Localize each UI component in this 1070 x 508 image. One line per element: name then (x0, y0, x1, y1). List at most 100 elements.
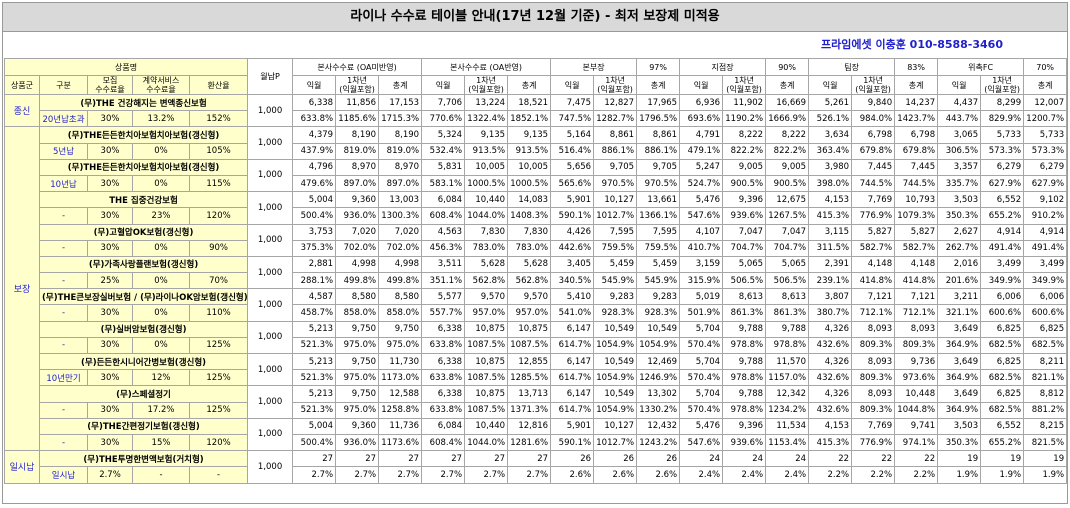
commission-amount: 4,998 (378, 255, 423, 274)
commission-rate: 957.0% (507, 304, 552, 322)
commission-amount: 9,788 (765, 320, 810, 338)
commission-amount: 9,570 (464, 288, 509, 306)
commission-rate: 821.5% (1023, 433, 1068, 452)
commission-rate: 822.2% (765, 142, 810, 160)
commission-amount: 5,004 (292, 191, 337, 209)
commission-rate: 1282.7% (593, 110, 638, 128)
commission-amount: 6,825 (980, 352, 1025, 371)
commission-rate: 1281.6% (507, 433, 552, 452)
commission-rate: 545.9% (636, 272, 681, 290)
commission-amount: 27 (507, 450, 552, 468)
commission-amount: 9,283 (593, 288, 638, 306)
commission-rate: 2.7% (507, 466, 552, 484)
commission-rate: 562.8% (507, 272, 552, 290)
recruit-rate: 30% (87, 336, 133, 355)
commission-rate: 340.5% (550, 272, 595, 290)
product-name: (무)THE큰보장실버보험 / (무)라이나OK암보험(갱신형) (38, 288, 249, 306)
conversion-rate: - (188, 466, 249, 484)
commission-rate: 702.0% (378, 239, 423, 257)
table-row: 20년납초과 30% 13.2% 152% 633.8% 1185.6% 1715.3% 77… (5, 110, 1068, 128)
commission-amount: 5,213 (292, 352, 337, 371)
commission-amount: 10,793 (894, 191, 939, 209)
commission-rate: 861.3% (722, 304, 767, 322)
recruit-rate: 30% (87, 304, 133, 322)
commission-amount: 24 (722, 450, 767, 468)
product-header: 상품명 (3, 58, 249, 76)
commission-rate: 910.2% (1023, 207, 1068, 225)
commission-amount: 9,736 (894, 352, 939, 371)
table-row: 종신 (무)THE 건강해지는 변액종신보험 1,000 6,338 11,856 17,… (4, 93, 1068, 128)
column-header: 모집 수수료율 (87, 75, 133, 95)
commission-rate: 939.6% (722, 433, 767, 452)
commission-rate: 2.4% (765, 466, 810, 484)
commission-rate: 321.1% (937, 304, 982, 322)
product-group: 일시납 (4, 450, 40, 484)
commission-rate: 1366.1% (636, 207, 681, 225)
table-row: 5년납 30% 0% 105% 437.9% 819.0% 819.0% 532.4% 913.… (5, 142, 1068, 160)
commission-amount: 6,825 (1023, 320, 1068, 338)
commission-amount: 9,135 (464, 126, 509, 144)
commission-rate: 928.3% (636, 304, 681, 322)
commission-amount: 5,213 (292, 385, 337, 403)
commission-rate: 693.6% (679, 110, 724, 128)
payment-term: 20년납초과 (39, 110, 88, 128)
commission-rate: 1715.3% (378, 110, 423, 128)
commission-amount: 26 (593, 450, 638, 468)
monthly-premium: 1,000 (247, 320, 294, 355)
commission-rate: 458.7% (292, 304, 337, 322)
commission-amount: 6,798 (894, 126, 939, 144)
commission-rate: 679.8% (851, 142, 896, 160)
monthly-premium: 1,000 (247, 158, 294, 193)
commission-amount: 8,970 (335, 158, 380, 176)
commission-rate: 306.5% (937, 142, 982, 160)
commission-rate: 2.6% (593, 466, 638, 484)
product-group: 보장 (4, 126, 40, 452)
commission-amount: 4,153 (808, 191, 853, 209)
commission-amount: 2,016 (937, 255, 982, 274)
commission-amount: 4,379 (292, 126, 337, 144)
commission-amount: 19 (937, 450, 982, 468)
commission-rate: 759.5% (593, 239, 638, 257)
service-rate: 13.2% (132, 110, 190, 128)
monthly-premium: 1,000 (247, 93, 294, 128)
commission-rate: 978.8% (722, 401, 767, 419)
commission-rate: 1044.0% (464, 433, 509, 452)
commission-amount: 14,083 (507, 191, 552, 209)
commission-amount: 10,875 (464, 320, 509, 338)
commission-amount: 26 (636, 450, 681, 468)
commission-rate: 2.7% (292, 466, 337, 484)
product-name: (무)THE투명한변액보험(거치형) (38, 450, 249, 468)
commission-rate: 545.9% (593, 272, 638, 290)
commission-rate: 364.9% (937, 369, 982, 387)
commission-amount: 7,445 (894, 158, 939, 176)
commission-rate: 984.0% (851, 110, 896, 128)
commission-amount: 5,704 (679, 352, 724, 371)
commission-amount: 5,004 (292, 417, 337, 435)
commission-amount: 7,769 (851, 191, 896, 209)
commission-rate: 1087.5% (464, 369, 509, 387)
commission-rate: 900.5% (765, 174, 810, 193)
commission-rate: 1012.7% (593, 207, 638, 225)
commission-rate: 608.4% (421, 433, 466, 452)
payment-term: - (39, 433, 88, 452)
commission-rate: 1408.3% (507, 207, 552, 225)
commission-rate: 1044.8% (894, 401, 939, 419)
commission-rate: 349.9% (1023, 272, 1068, 290)
conversion-rate: 152% (188, 110, 249, 128)
commission-rate: 315.9% (679, 272, 724, 290)
table-row: 상품명 월납P 본사수수료 (OA미반영) 본사수수료 (OA반영) 본부장 97% 지점장… (3, 58, 1068, 95)
service-rate: 23% (132, 207, 190, 225)
commission-amount: 3,649 (937, 385, 982, 403)
commission-rate: 1012.7% (593, 433, 638, 452)
commission-amount: 6,084 (421, 417, 466, 435)
commission-rate: 501.9% (679, 304, 724, 322)
commission-rate: 506.5% (765, 272, 810, 290)
commission-amount: 7,121 (851, 288, 896, 306)
commission-amount: 9,360 (335, 191, 380, 209)
commission-amount: 8,861 (636, 126, 681, 144)
commission-rate: 415.3% (808, 433, 853, 452)
commission-amount: 10,440 (464, 191, 509, 209)
conversion-rate: 90% (188, 239, 249, 257)
product-name: (무)고혈압OK보험(갱신형) (38, 223, 249, 241)
commission-rate: 500.4% (292, 207, 337, 225)
